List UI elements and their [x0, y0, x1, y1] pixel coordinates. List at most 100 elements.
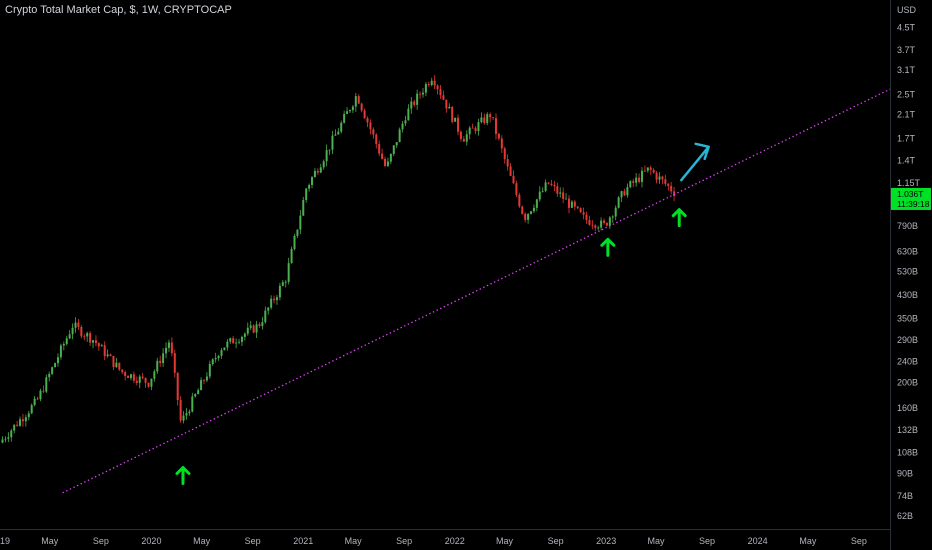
y-tick-label: 350B	[897, 314, 918, 324]
candle-up	[238, 341, 241, 343]
candle-up	[200, 380, 203, 391]
candle-down	[439, 89, 442, 96]
candle-down	[664, 179, 667, 184]
candle-up	[24, 417, 27, 422]
candle-up	[404, 120, 407, 124]
support-trendline[interactable]	[62, 88, 891, 494]
up-arrow-icon	[671, 208, 687, 228]
candle-up	[226, 341, 229, 348]
candle-down	[459, 131, 462, 139]
candle-up	[281, 282, 284, 286]
candle-up	[348, 110, 351, 112]
candle-up	[71, 327, 74, 335]
y-tick-label: 290B	[897, 335, 918, 345]
x-tick-label: May	[345, 536, 363, 546]
candle-down	[80, 326, 83, 337]
candle-up	[389, 153, 392, 162]
candle-down	[42, 390, 45, 392]
candle-up	[468, 127, 471, 135]
candle-up	[48, 373, 51, 378]
candles	[1, 75, 676, 444]
candle-down	[77, 322, 80, 327]
candle-up	[264, 310, 267, 323]
candle-up	[308, 184, 311, 189]
y-tick-label: 200B	[897, 377, 918, 387]
candle-up	[275, 297, 278, 301]
candle-down	[433, 80, 436, 86]
candle-up	[299, 215, 302, 230]
candle-down	[500, 138, 503, 149]
y-tick-label: 3.7T	[897, 45, 916, 55]
candle-up	[13, 424, 16, 431]
candle-up	[635, 177, 638, 183]
candle-up	[92, 340, 95, 343]
candle-down	[413, 101, 416, 105]
candle-up	[267, 307, 270, 311]
candle-down	[118, 362, 121, 370]
y-tick-label: 4.5T	[897, 23, 916, 33]
current-price-value: 1.036T	[897, 189, 923, 199]
trendline[interactable]	[62, 88, 891, 494]
candle-down	[159, 360, 162, 364]
candle-up	[325, 150, 328, 162]
candle-down	[372, 129, 375, 135]
y-tick-label: 1.15T	[897, 178, 921, 188]
candle-down	[179, 400, 182, 421]
candle-up	[39, 390, 42, 400]
candle-up	[278, 285, 281, 298]
candle-down	[652, 169, 655, 173]
time-axis[interactable]: 19 May Sep 2020 May Sep 2021 May Sep 2022 May Sep 20…	[0, 536, 867, 546]
candle-down	[471, 127, 474, 129]
candle-up	[430, 80, 433, 85]
y-tick-label: 132B	[897, 425, 918, 435]
x-tick-label: May	[41, 536, 59, 546]
x-tick-label: May	[496, 536, 514, 546]
candle-down	[147, 382, 150, 387]
candle-up	[340, 122, 343, 132]
candle-down	[512, 175, 515, 184]
candle-up	[138, 376, 141, 383]
candle-up	[401, 123, 404, 130]
candle-up	[249, 325, 252, 328]
candle-up	[337, 131, 340, 135]
candle-down	[232, 338, 235, 344]
candle-down	[121, 369, 124, 373]
price-badge	[891, 187, 931, 210]
candle-up	[565, 198, 568, 200]
y-tick-label: 1.7T	[897, 133, 916, 143]
candle-down	[436, 85, 439, 90]
candle-up	[658, 176, 661, 180]
candle-up	[331, 135, 334, 150]
candle-up	[214, 357, 217, 360]
y-tick-label: USD	[897, 5, 917, 15]
candle-up	[255, 324, 258, 333]
candle-down	[378, 144, 381, 154]
candle-up	[570, 201, 573, 208]
candle-up	[410, 101, 413, 109]
candle-up	[86, 333, 89, 337]
candle-up	[182, 415, 185, 421]
candle-up	[608, 217, 611, 226]
candle-up	[322, 161, 325, 168]
candle-down	[381, 153, 384, 159]
candle-up	[100, 345, 103, 347]
price-axis[interactable]: USD 4.5T 3.7T 3.1T 2.5T 2.1T 1.7T 1.4T 1.15T 790B…	[897, 5, 921, 521]
projection-arrow-icon	[680, 142, 710, 182]
candle-up	[293, 235, 296, 250]
candle-up	[150, 378, 153, 387]
candle-down	[518, 194, 521, 207]
candle-up	[527, 213, 530, 220]
candle-up	[243, 333, 246, 337]
candle-down	[144, 377, 147, 383]
candle-up	[59, 345, 62, 358]
candle-up	[4, 438, 7, 440]
candle-up	[290, 249, 293, 264]
candle-down	[588, 219, 591, 225]
y-tick-label: 62B	[897, 511, 913, 521]
candle-down	[202, 380, 205, 381]
chart-title: Crypto Total Market Cap, $, 1W, CRYPTOCA…	[5, 4, 232, 16]
candle-up	[421, 92, 424, 95]
candle-up	[156, 360, 159, 372]
candle-down	[457, 117, 460, 132]
